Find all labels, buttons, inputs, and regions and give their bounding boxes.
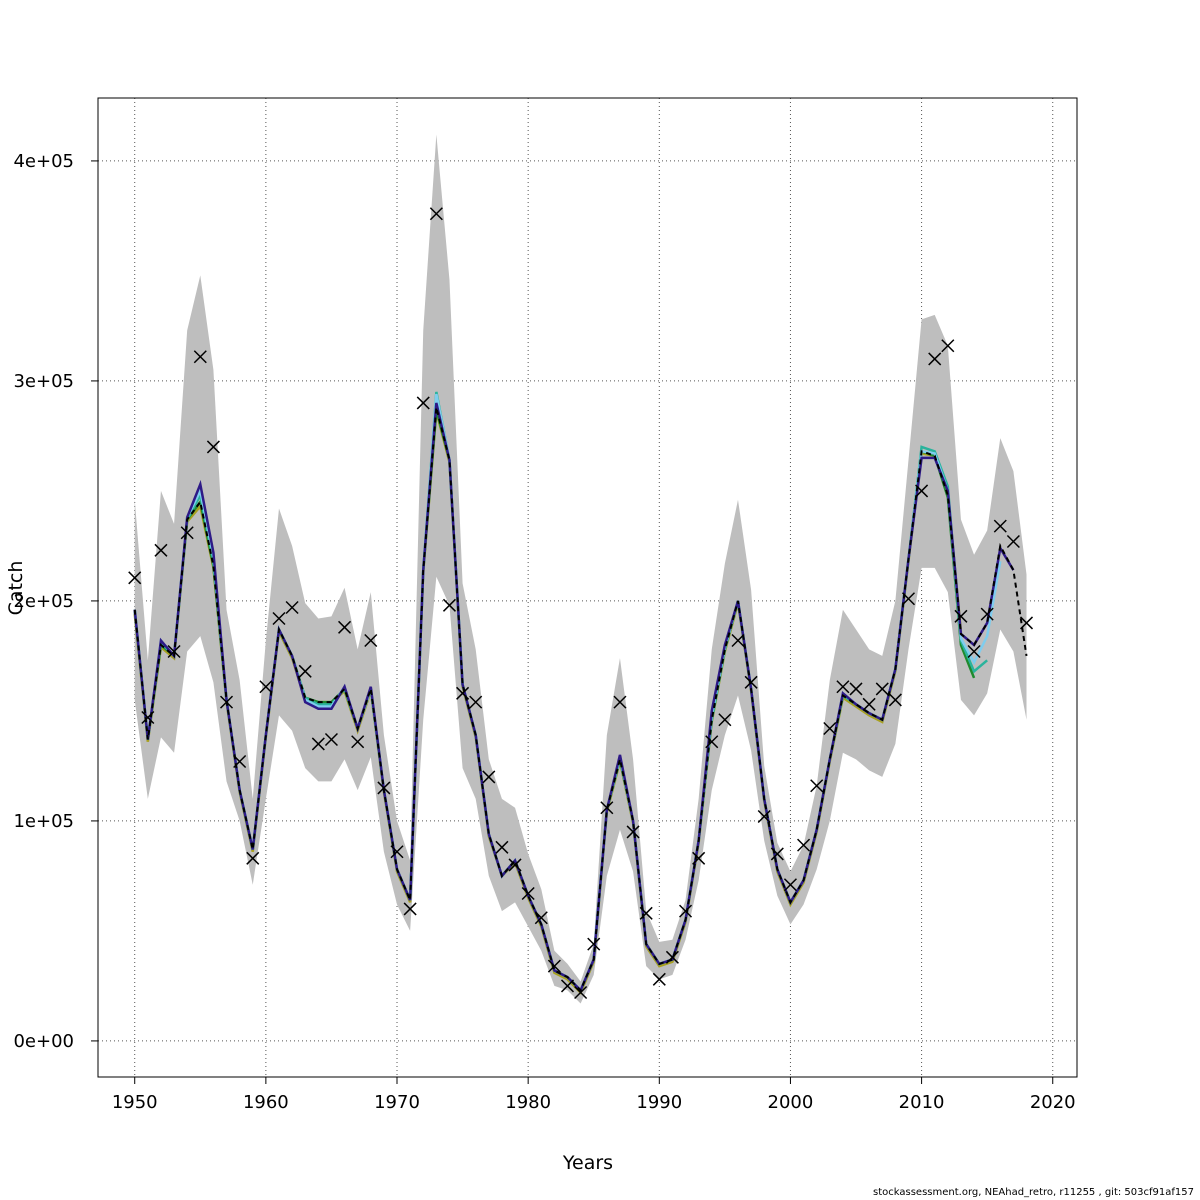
observed-point xyxy=(718,713,732,727)
observed-point xyxy=(390,845,404,859)
x-tick-label: 1990 xyxy=(636,1092,682,1113)
observed-point xyxy=(888,693,902,707)
observed-point xyxy=(1019,616,1034,630)
observed-point xyxy=(128,571,142,585)
observed-point xyxy=(797,838,811,852)
observed-point xyxy=(836,680,850,694)
observed-point xyxy=(298,664,312,678)
observed-point xyxy=(429,207,443,221)
observed-point xyxy=(1006,534,1020,549)
observed-point xyxy=(639,906,653,920)
observed-point xyxy=(508,858,522,872)
observed-point xyxy=(757,809,771,824)
observed-point xyxy=(233,754,247,769)
x-tick-label: 1950 xyxy=(112,1092,158,1113)
confidence-band-area xyxy=(134,134,1027,1004)
base-fit-line xyxy=(133,407,1028,993)
observed-point xyxy=(901,592,916,606)
observed-point xyxy=(403,902,417,916)
observed-point xyxy=(338,620,352,634)
grid xyxy=(98,98,1077,1077)
observed-point xyxy=(810,779,824,793)
observed-point xyxy=(534,911,548,925)
y-tick-label: 2e+05 xyxy=(13,591,74,612)
observed-point xyxy=(167,644,181,659)
observed-point xyxy=(600,801,614,815)
observed-point xyxy=(993,519,1007,533)
y-axis-label: Catch xyxy=(5,561,27,616)
observed-point xyxy=(324,732,338,747)
x-tick-label: 2010 xyxy=(899,1092,945,1113)
x-tick-label: 2000 xyxy=(768,1092,814,1113)
observed-point xyxy=(587,937,601,951)
observed-points xyxy=(128,207,1034,1000)
observed-point xyxy=(521,886,535,901)
observed-point xyxy=(259,680,273,694)
x-tick-label: 1970 xyxy=(374,1092,420,1113)
observed-point xyxy=(613,695,627,709)
observed-point xyxy=(456,686,470,700)
observed-point xyxy=(626,825,640,839)
observed-point xyxy=(246,851,260,865)
observed-point xyxy=(416,396,430,410)
observed-point xyxy=(941,339,955,353)
x-tick-label: 2020 xyxy=(1030,1092,1076,1113)
x-tick-label: 1960 xyxy=(243,1092,289,1113)
observed-point xyxy=(442,598,457,612)
y-tick-label: 1e+05 xyxy=(13,811,74,832)
observed-point xyxy=(547,959,561,973)
observed-point xyxy=(770,847,784,861)
observed-point xyxy=(731,633,745,648)
observed-point xyxy=(849,682,863,696)
observed-point xyxy=(967,644,981,659)
observed-point xyxy=(980,607,994,621)
confidence-band xyxy=(134,134,1027,1004)
observed-point xyxy=(311,737,325,751)
observed-point xyxy=(744,675,758,689)
observed-point xyxy=(875,682,889,696)
observed-point xyxy=(705,735,719,749)
observed-point xyxy=(783,878,797,892)
observed-point xyxy=(560,979,575,993)
observed-point xyxy=(862,697,876,711)
observed-point xyxy=(364,633,378,648)
observed-point xyxy=(206,440,220,454)
observed-point xyxy=(823,721,837,736)
observed-point xyxy=(482,770,496,784)
observed-point xyxy=(219,695,234,709)
observed-point xyxy=(679,904,693,918)
observed-point xyxy=(154,543,168,557)
observed-point xyxy=(272,611,286,626)
x-axis-label: Years xyxy=(562,1152,613,1174)
observed-point xyxy=(915,484,929,498)
series-lines xyxy=(133,391,1028,995)
observed-point xyxy=(351,735,365,749)
observed-point xyxy=(495,840,509,854)
observed-point xyxy=(469,695,483,709)
x-tick-label: 1980 xyxy=(505,1092,551,1113)
observed-point xyxy=(141,710,155,725)
observed-point xyxy=(652,972,666,986)
observed-point xyxy=(928,352,942,366)
y-tick-label: 3e+05 xyxy=(13,371,74,392)
observed-point xyxy=(954,609,968,623)
axes: 1950 1960 1970 1980 1990 2000 2010 2020 0e+00 1e+… xyxy=(13,151,1075,1113)
observed-point xyxy=(180,526,194,540)
observed-point xyxy=(665,950,679,964)
y-tick-label: 0e+00 xyxy=(13,1031,74,1052)
observed-point xyxy=(692,851,706,865)
observed-point xyxy=(193,350,207,364)
y-tick-label: 4e+05 xyxy=(13,151,74,172)
plot-frame xyxy=(97,97,1078,1078)
observed-point xyxy=(285,600,299,615)
observed-point xyxy=(574,985,588,1000)
observed-point xyxy=(377,781,391,795)
footer-credit: stockassessment.org, NEAhad_retro, r1125… xyxy=(873,1187,1194,1198)
